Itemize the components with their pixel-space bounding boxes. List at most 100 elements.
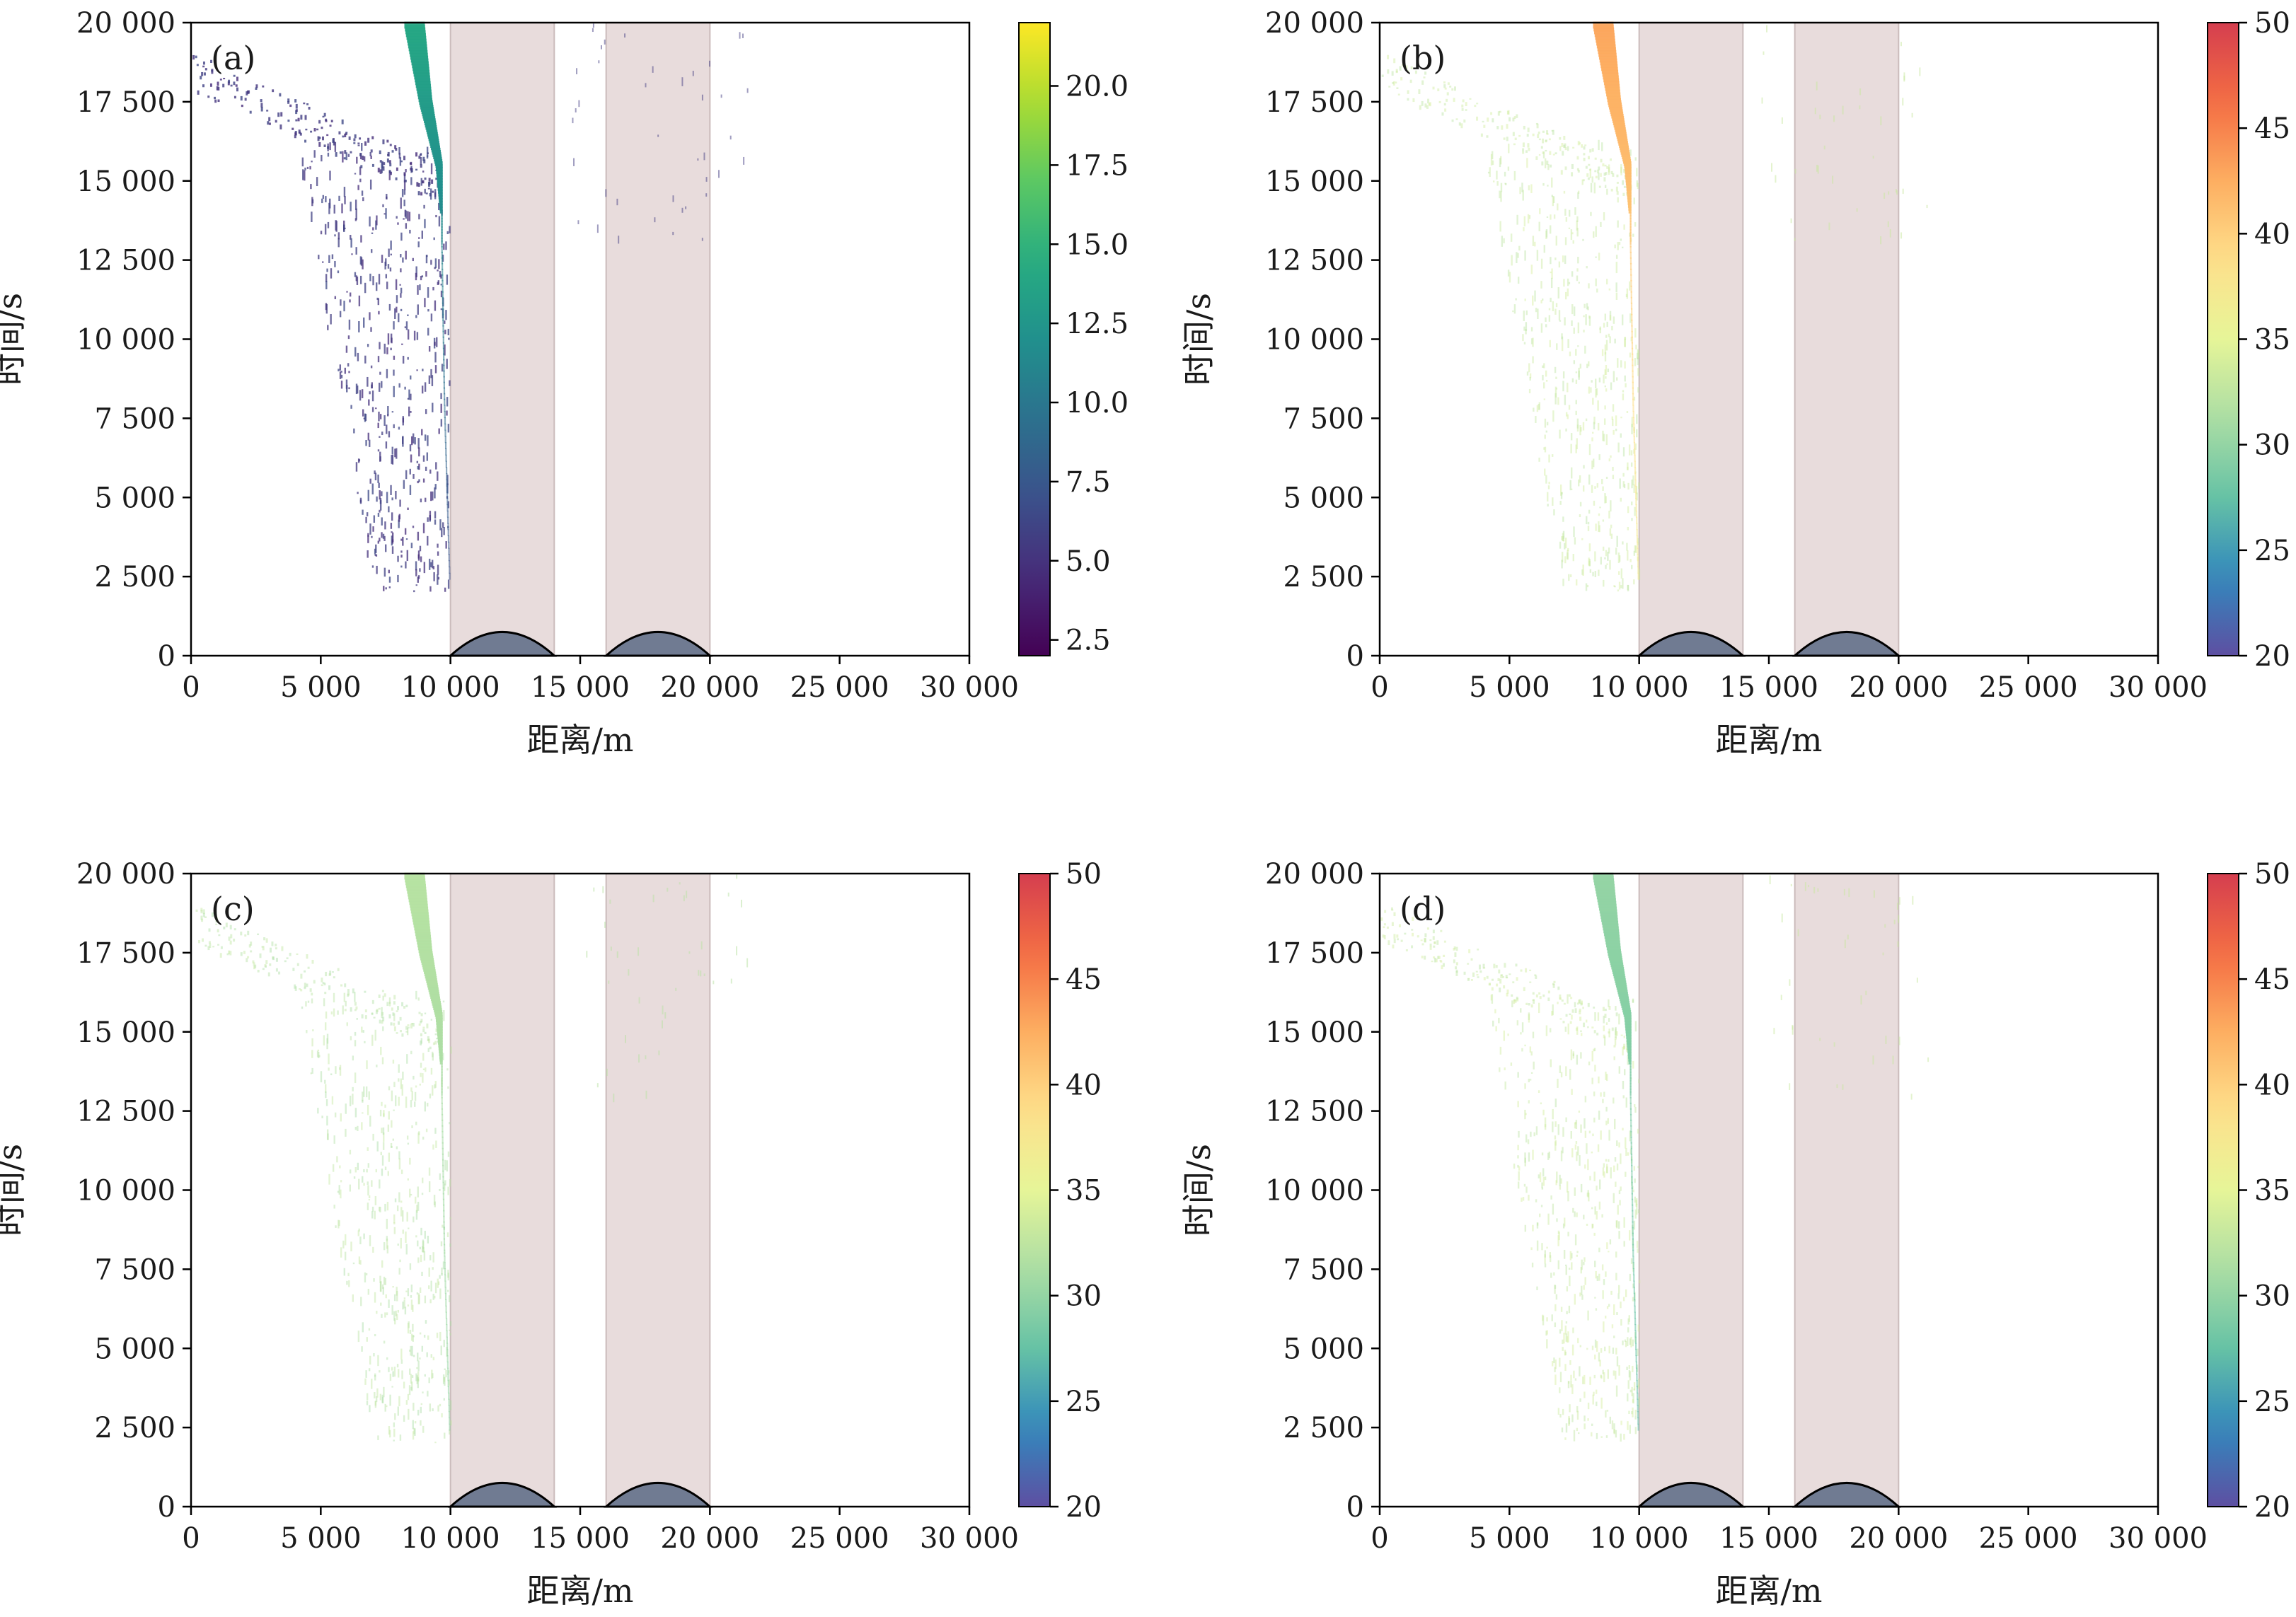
trajectory-point	[1492, 118, 1494, 123]
trajectory-point	[347, 153, 350, 157]
trajectory-point	[700, 970, 702, 977]
trajectory-point	[575, 108, 577, 112]
trajectory-point	[432, 1373, 434, 1379]
trajectory-point	[388, 1152, 391, 1162]
trajectory-point	[1517, 253, 1519, 258]
trajectory-point	[1486, 975, 1489, 979]
trajectory-point	[440, 274, 442, 279]
trajectory-point	[367, 432, 370, 441]
trajectory-point	[357, 185, 359, 190]
trajectory-point	[386, 424, 388, 434]
trajectory-point	[1616, 174, 1619, 178]
trajectory-point	[437, 564, 439, 575]
trajectory-point	[1495, 1026, 1497, 1032]
trajectory-point	[1517, 1181, 1520, 1189]
trajectory-point	[202, 65, 205, 68]
trajectory-point	[1532, 1224, 1534, 1231]
trajectory-point	[298, 129, 301, 134]
trajectory-point	[1424, 956, 1426, 960]
trajectory-point	[592, 28, 594, 33]
trajectory-point	[304, 168, 306, 170]
trajectory-point	[1615, 1348, 1617, 1355]
trajectory-point	[1565, 1117, 1567, 1123]
trajectory-point	[1586, 173, 1589, 177]
trajectory-point	[358, 459, 361, 462]
trajectory-point	[323, 998, 325, 1007]
trajectory-point	[294, 984, 296, 989]
front-segment	[1632, 1256, 1634, 1263]
trajectory-point	[1554, 1135, 1557, 1140]
trajectory-point	[421, 1345, 424, 1352]
trajectory-point	[1584, 345, 1586, 354]
trajectory-point	[1583, 1374, 1586, 1384]
front-segment	[443, 1232, 445, 1240]
trajectory-point	[1542, 994, 1545, 997]
trajectory-point	[422, 478, 425, 483]
trajectory-point	[393, 1422, 396, 1427]
trajectory-point	[386, 158, 389, 163]
trajectory-point	[370, 149, 373, 153]
trajectory-point	[423, 562, 426, 574]
trajectory-point	[1633, 1166, 1636, 1171]
trajectory-point	[1844, 939, 1846, 949]
trajectory-point	[688, 951, 691, 954]
trajectory-point	[1465, 109, 1467, 111]
trajectory-point	[275, 120, 277, 123]
trajectory-point	[1599, 328, 1601, 330]
front-segment	[444, 1274, 446, 1282]
trajectory-point	[367, 1202, 369, 1210]
trajectory-point	[422, 1241, 425, 1253]
trajectory-point	[388, 1367, 390, 1372]
trajectory-point	[338, 195, 340, 202]
trajectory-point	[399, 1435, 402, 1441]
trajectory-point	[391, 1090, 393, 1101]
trajectory-point	[1775, 175, 1777, 183]
y-tick-label: 0	[158, 1491, 175, 1524]
trajectory-point	[1572, 1207, 1574, 1213]
trajectory-point	[1892, 1055, 1894, 1065]
trajectory-point	[358, 321, 360, 332]
trajectory-point	[208, 941, 211, 944]
trajectory-point	[1620, 433, 1622, 438]
front-segment	[441, 1102, 443, 1110]
trajectory-point	[320, 231, 323, 235]
front-segment	[1629, 257, 1632, 265]
trajectory-point	[340, 371, 342, 373]
trajectory-point	[1610, 170, 1613, 175]
front-segment	[1634, 1318, 1637, 1326]
trajectory-point	[1817, 165, 1819, 174]
front-segment	[446, 1355, 449, 1362]
trajectory-point	[269, 947, 272, 953]
trajectory-point	[401, 343, 403, 345]
front-segment	[443, 1204, 445, 1212]
trajectory-point	[373, 1353, 375, 1357]
trajectory-point	[1558, 310, 1561, 320]
trajectory-point	[417, 182, 420, 187]
trajectory-point	[322, 982, 325, 984]
front-segment	[441, 251, 443, 259]
trajectory-point	[1528, 1195, 1530, 1201]
trajectory-point	[1564, 1217, 1566, 1227]
trajectory-point	[1600, 1348, 1603, 1353]
front-segment	[1631, 1176, 1633, 1183]
trajectory-point	[1638, 1378, 1640, 1387]
trajectory-point	[378, 482, 380, 488]
trajectory-point	[1386, 926, 1389, 929]
trajectory-point	[1581, 144, 1583, 148]
trajectory-point	[1848, 888, 1850, 898]
trajectory-point	[1620, 497, 1622, 502]
trajectory-point	[1564, 1437, 1567, 1440]
trajectory-point	[1588, 474, 1591, 485]
trajectory-point	[1505, 182, 1507, 185]
trajectory-point	[1578, 479, 1580, 487]
trajectory-point	[430, 491, 432, 502]
trajectory-point	[439, 1331, 442, 1342]
trajectory-point	[1576, 438, 1578, 450]
trajectory-point	[1625, 1137, 1627, 1149]
trajectory-point	[1617, 1221, 1620, 1229]
trajectory-point	[326, 268, 328, 272]
trajectory-point	[343, 187, 346, 197]
trajectory-point	[1594, 1339, 1597, 1348]
trajectory-point	[403, 190, 406, 195]
